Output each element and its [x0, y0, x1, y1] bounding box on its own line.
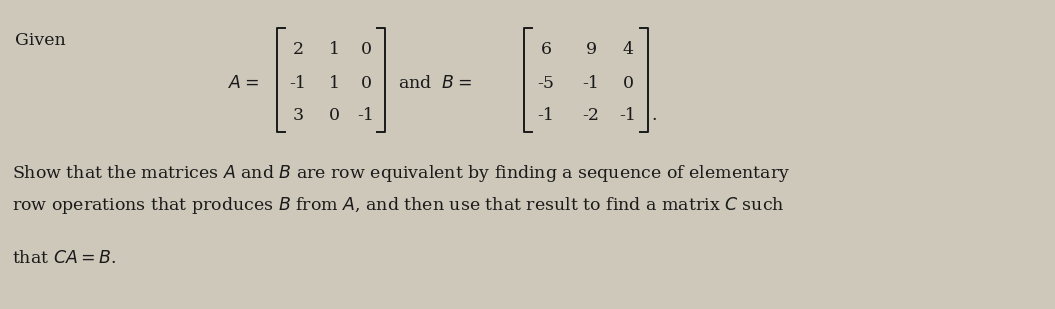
- Text: $A=$: $A=$: [228, 74, 258, 91]
- Text: 1: 1: [328, 41, 340, 58]
- Text: Show that the matrices $A$ and $B$ are row equivalent by finding a sequence of e: Show that the matrices $A$ and $B$ are r…: [12, 163, 790, 184]
- Text: 0: 0: [622, 74, 633, 91]
- Text: that $CA = B$.: that $CA = B$.: [12, 250, 116, 267]
- Text: -1: -1: [619, 108, 636, 125]
- Text: 0: 0: [361, 41, 371, 58]
- Text: -1: -1: [358, 108, 375, 125]
- Text: 4: 4: [622, 41, 633, 58]
- Text: -1: -1: [538, 108, 555, 125]
- Text: 2: 2: [292, 41, 304, 58]
- Text: 1: 1: [328, 74, 340, 91]
- Text: .: .: [651, 108, 656, 125]
- Text: and  $B=$: and $B=$: [398, 74, 472, 91]
- Text: Given: Given: [15, 32, 65, 49]
- Text: row operations that produces $B$ from $A$, and then use that result to find a ma: row operations that produces $B$ from $A…: [12, 195, 785, 216]
- Text: -2: -2: [582, 108, 599, 125]
- Text: 0: 0: [328, 108, 340, 125]
- Text: 9: 9: [586, 41, 596, 58]
- Text: 0: 0: [361, 74, 371, 91]
- Text: -1: -1: [289, 74, 306, 91]
- Text: 6: 6: [540, 41, 552, 58]
- Text: -5: -5: [537, 74, 555, 91]
- Text: -1: -1: [582, 74, 599, 91]
- Text: 3: 3: [292, 108, 304, 125]
